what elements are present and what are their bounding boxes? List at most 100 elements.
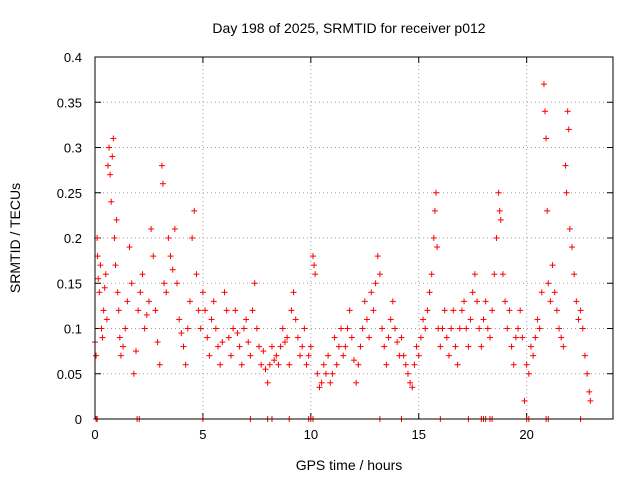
data-point [103,316,110,323]
data-point [251,280,258,287]
data-point [404,370,411,377]
data-point [258,361,265,368]
data-point [547,298,554,305]
data-point [381,343,388,350]
data-point [266,361,273,368]
data-point [359,325,366,332]
data-point [544,207,551,214]
data-point [284,334,291,341]
data-point [114,289,121,296]
data-point [478,343,485,350]
data-point [232,307,239,314]
data-point [163,289,170,296]
data-point [156,361,163,368]
data-point [428,271,435,278]
data-point [461,298,468,305]
data-point [493,235,500,241]
data-point [452,343,459,350]
data-point [398,334,405,341]
data-point [109,153,116,160]
data-point [560,343,567,350]
data-point [223,307,230,314]
data-point [515,325,522,332]
y-tick-label: 0.2 [64,231,82,246]
data-point [331,334,338,341]
data-point [437,343,444,350]
data-point [374,253,381,260]
data-point [219,339,226,346]
y-tick-label: 0.35 [57,95,82,110]
data-point [407,379,414,386]
data-point [510,361,517,368]
data-point [379,325,386,332]
data-point [98,325,105,332]
data-point [506,307,513,314]
data-point [245,339,252,346]
data-point [327,379,334,386]
data-point [303,361,310,368]
data-point [489,307,496,314]
data-point [305,352,312,359]
data-point [139,271,146,278]
data-point [568,244,575,251]
data-point [340,352,347,359]
data-point [549,262,556,269]
data-point [361,298,368,305]
data-point [512,334,519,341]
data-point [496,207,503,214]
data-point [135,307,142,314]
plot-frame [94,56,614,420]
data-point [273,352,280,359]
data-point [463,325,470,332]
data-point [563,189,570,196]
data-point [316,384,323,391]
data-point [480,316,487,323]
data-point [571,271,578,278]
data-point [497,216,504,223]
data-point [299,343,306,350]
data-point [424,307,431,314]
data-point [370,307,377,314]
data-point [197,325,204,332]
data-point [117,352,124,359]
data-point [523,361,530,368]
data-point [320,361,327,368]
y-tick-label: 0.15 [57,276,82,291]
data-point [204,334,211,341]
data-point [193,271,200,278]
data-point [565,126,572,133]
data-point [525,370,532,377]
data-point [148,225,155,232]
data-point [202,307,209,314]
data-point [486,334,493,341]
data-point [230,325,237,332]
data-point [517,307,524,314]
data-point [409,384,416,391]
data-point [575,316,582,323]
data-point [275,361,282,368]
data-point [411,361,418,368]
data-point [113,216,120,223]
data-point [297,352,304,359]
data-point [260,348,267,355]
data-point [277,343,284,350]
data-point [474,298,481,305]
chart-title: Day 198 of 2025, SRMTID for receiver p01… [212,20,485,36]
data-point [128,280,135,287]
data-point [195,307,202,314]
data-point [577,307,584,314]
data-point [476,325,483,332]
data-point [268,343,275,350]
data-point [247,352,254,359]
data-point [413,343,420,350]
data-point [431,207,438,214]
data-point [264,379,271,386]
data-point [122,325,129,332]
x-tick-label: 10 [304,427,318,442]
data-point [426,289,433,296]
data-point [100,307,107,314]
data-point [191,207,198,214]
data-point [564,108,571,115]
data-point [338,325,345,332]
data-point [558,334,565,341]
